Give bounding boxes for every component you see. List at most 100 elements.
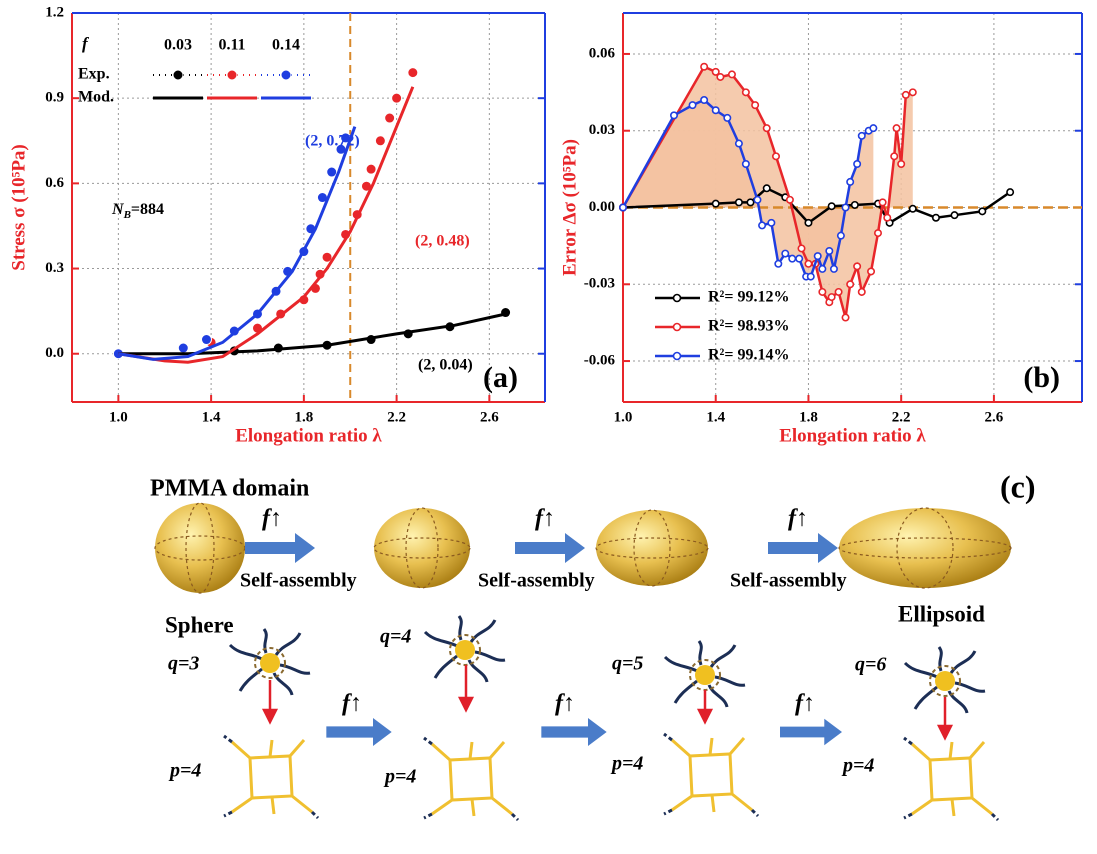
data-point	[713, 200, 719, 206]
data-point	[893, 125, 899, 131]
data-point	[787, 197, 793, 203]
data-point	[875, 230, 881, 236]
data-point	[898, 161, 904, 167]
data-point	[933, 215, 939, 221]
arrow-label: f↑	[262, 506, 282, 532]
x-tick-label: 1.0	[109, 409, 128, 425]
shape-label: Sphere	[165, 612, 234, 637]
arrow	[541, 718, 606, 746]
y-tick-label: 0.9	[45, 90, 64, 106]
x-tick-label: 1.4	[706, 409, 725, 425]
data-point	[789, 255, 795, 261]
legend-swatch	[227, 70, 237, 80]
data-point	[852, 202, 858, 208]
data-point	[764, 125, 770, 131]
data-point	[717, 74, 723, 80]
data-point	[870, 125, 876, 131]
diagram-title: PMMA domain	[150, 476, 309, 502]
data-point	[759, 222, 765, 228]
legend-column: 0.14	[272, 37, 300, 54]
data-point	[713, 107, 719, 113]
data-point	[689, 102, 695, 108]
network	[904, 738, 998, 820]
data-point	[884, 215, 890, 221]
legend-column: 0.11	[218, 37, 245, 54]
network	[664, 734, 758, 816]
ellipsoid	[839, 508, 1011, 588]
annotation: (2, 0.04)	[418, 357, 473, 374]
data-point	[910, 89, 916, 95]
data-point	[620, 204, 626, 210]
arrow-label: f↑	[555, 691, 575, 717]
arrow	[780, 719, 842, 746]
series-line	[118, 87, 412, 362]
p-label: p=4	[841, 755, 874, 777]
x-tick-label: 2.6	[985, 409, 1004, 425]
arrow	[326, 718, 391, 746]
y-axis-title: Error Δσ (10⁵Pa)	[559, 139, 580, 276]
arrow-caption: Self-assembly	[240, 570, 357, 592]
data-point	[701, 64, 707, 70]
legend-swatch	[674, 295, 681, 302]
legend-row: Mod.	[78, 89, 114, 106]
q-label: q=6	[855, 654, 886, 676]
data-point	[366, 164, 376, 174]
data-point	[805, 220, 811, 226]
data-point	[826, 248, 832, 254]
parameter-label: NB=884	[111, 201, 164, 221]
data-point	[808, 273, 814, 279]
data-point	[979, 208, 985, 214]
legend-row: Exp.	[78, 66, 110, 83]
legend-title: f	[82, 34, 90, 53]
data-point	[847, 281, 853, 287]
data-point	[838, 232, 844, 238]
sphere	[155, 503, 245, 593]
network	[424, 738, 518, 820]
y-tick-label: 0.06	[589, 45, 616, 61]
data-point	[327, 167, 337, 177]
panel-label: (a)	[483, 361, 518, 394]
y-tick-label: 1.2	[45, 4, 64, 20]
series-line	[118, 314, 505, 354]
p-label: p=4	[383, 766, 416, 788]
data-point	[815, 253, 821, 259]
x-axis-title: Elongation ratio λ	[779, 425, 926, 446]
x-tick-label: 1.8	[799, 409, 818, 425]
q-label: q=3	[168, 653, 199, 675]
annotation: (2, 0.72)	[305, 133, 360, 150]
y-tick-label: 0.0	[45, 345, 64, 361]
legend-swatch	[173, 70, 183, 80]
y-tick-label: 0.6	[45, 175, 64, 191]
series-line	[118, 127, 355, 360]
data-point	[752, 102, 758, 108]
data-point	[747, 199, 753, 205]
data-point	[768, 220, 774, 226]
y-tick-label: 0.00	[589, 199, 615, 215]
data-point	[178, 343, 188, 353]
data-point	[201, 335, 211, 345]
ellipsoid	[374, 508, 470, 588]
data-point	[828, 203, 834, 209]
data-point	[798, 245, 804, 251]
panel-label: (c)	[1000, 468, 1036, 504]
y-axis-title: Stress σ (10⁵Pa)	[8, 144, 29, 271]
y-tick-label: -0.03	[584, 276, 615, 292]
arrow-caption: Self-assembly	[478, 570, 595, 592]
data-point	[842, 314, 848, 320]
arrow-label: f↑	[795, 691, 815, 717]
data-point	[910, 206, 916, 212]
data-point	[782, 250, 788, 256]
data-point	[736, 199, 742, 205]
q-label: q=5	[612, 653, 643, 675]
data-point	[385, 113, 395, 123]
data-point	[724, 115, 730, 121]
data-point	[819, 289, 825, 295]
x-tick-label: 1.0	[614, 409, 633, 425]
data-point	[375, 136, 385, 146]
data-point	[796, 255, 802, 261]
ellipsoid	[596, 510, 708, 586]
legend-swatch	[281, 70, 291, 80]
data-point	[701, 97, 707, 103]
data-point	[819, 266, 825, 272]
data-point	[847, 179, 853, 185]
